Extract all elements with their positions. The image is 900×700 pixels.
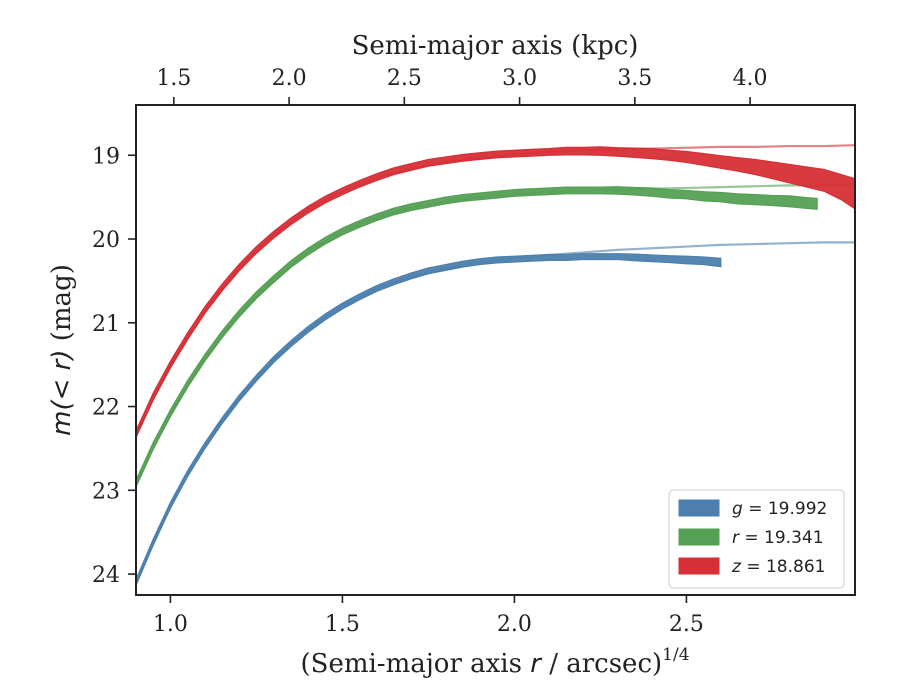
x-tick-label: 2.5 [669,612,704,637]
bottom-x-axis: 1.0 1.5 2.0 2.5 [153,595,704,637]
y-tick-label: 19 [92,144,120,169]
top-tick-label: 2.0 [272,66,307,91]
y-axis: 19 20 21 22 23 24 [92,144,136,588]
plot-frame [135,104,856,596]
legend-label-r: r = 19.341 [732,528,824,548]
data-band-z [136,146,855,438]
model-line-r [136,183,855,485]
data-band-r [136,186,818,488]
x-tick-label: 2.0 [497,612,532,637]
x-axis-title-suffix: / arcsec) [541,649,662,679]
top-tick-label: 3.5 [617,66,652,91]
y-axis-title-math: m(< r) [47,350,77,436]
y-tick-label: 22 [92,396,120,421]
y-tick-label: 24 [92,563,120,588]
series-layer [136,144,855,586]
top-tick-label: 1.5 [156,66,191,91]
series-z [136,144,855,438]
legend-label-g: g = 19.992 [732,499,827,519]
top-tick-label: 4.0 [733,66,768,91]
top-tick-label: 3.0 [502,66,537,91]
y-axis-title: m(< r) (mag) [47,264,77,436]
legend: g = 19.992 r = 19.341 z = 18.861 [668,489,845,589]
top-x-axis: 1.5 2.0 2.5 3.0 3.5 4.0 [156,66,768,105]
legend-label-z: z = 18.861 [731,557,825,577]
x-axis-title: (Semi-major axis r / arcsec)1/4 [300,645,689,679]
top-tick-label: 2.5 [387,66,422,91]
y-tick-label: 20 [92,228,120,253]
x-axis-title-var: r [530,649,543,679]
series-g [136,241,855,586]
legend-swatch-z [678,557,720,575]
x-tick-label: 1.5 [325,612,360,637]
legend-swatch-g [678,499,720,517]
legend-swatch-r [678,528,720,546]
y-tick-label: 21 [92,312,120,337]
data-band-g [136,253,722,586]
y-axis-title-unit: (mag) [47,264,77,349]
y-tick-label: 23 [92,479,120,504]
series-r [136,183,855,488]
x-axis-title-superscript: 1/4 [662,645,689,665]
x-axis-title-prefix: (Semi-major axis [300,649,530,679]
x-tick-label: 1.0 [153,612,188,637]
top-axis-title: Semi-major axis (kpc) [352,31,639,61]
